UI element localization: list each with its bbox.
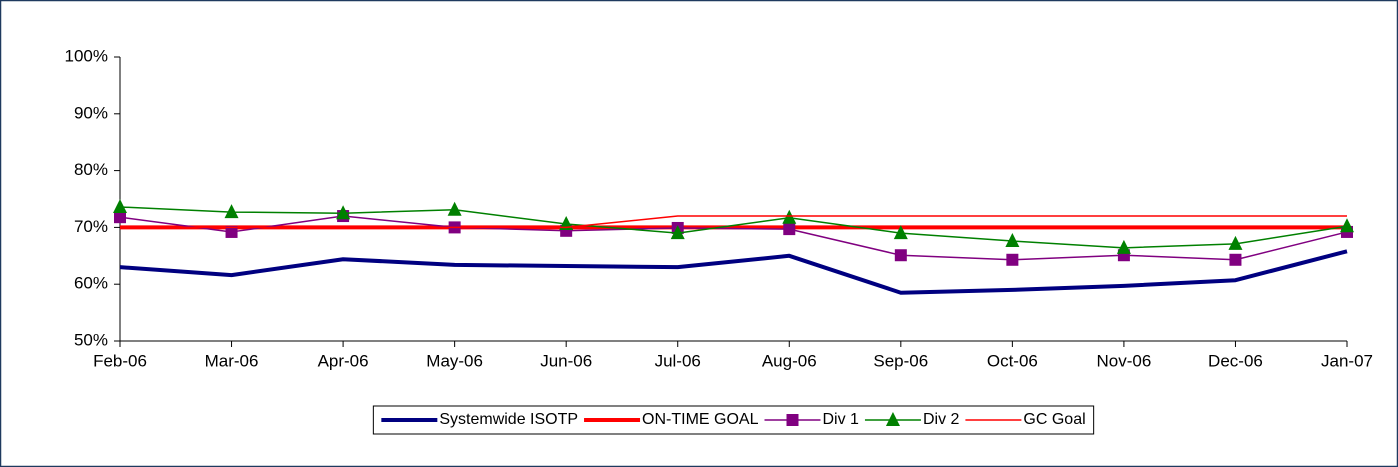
marker-triangle <box>1116 239 1131 254</box>
legend-item: ON-TIME GOAL <box>584 411 759 428</box>
x-tick-label: Aug-06 <box>762 351 817 370</box>
x-tick-label: May-06 <box>426 351 483 370</box>
y-tick-label: 100% <box>65 46 108 65</box>
x-tick-label: Mar-06 <box>205 351 259 370</box>
x-tick-label: Jan-07 <box>1321 351 1373 370</box>
legend-label: Systemwide ISOTP <box>439 411 578 428</box>
marker-square <box>114 211 126 224</box>
legend-label: ON-TIME GOAL <box>642 411 759 428</box>
marker-triangle <box>670 225 685 240</box>
marker-triangle <box>893 225 908 240</box>
legend-item: GC Goal <box>965 411 1086 428</box>
marker-triangle <box>1228 235 1243 250</box>
legend-item: Systemwide ISOTP <box>381 411 578 428</box>
y-tick-label: 60% <box>74 274 108 293</box>
x-tick-label: Apr-06 <box>318 351 369 370</box>
x-tick-label: Oct-06 <box>987 351 1038 370</box>
marker-square <box>783 223 796 236</box>
series-line <box>119 215 1348 261</box>
marker-triangle <box>224 204 239 219</box>
legend: Systemwide ISOTP ON-TIME GOAL Div 1 Div 2 GC… <box>372 405 1095 435</box>
marker-triangle <box>447 201 462 216</box>
marker-square <box>894 249 907 262</box>
legend-item: Div 1 <box>764 411 860 428</box>
legend-label: GC Goal <box>1023 411 1085 428</box>
marker-square <box>786 414 799 426</box>
marker-triangle <box>113 198 127 213</box>
marker-square <box>1229 253 1242 266</box>
series-line <box>119 249 1348 295</box>
marker-square <box>1006 253 1019 266</box>
marker-triangle <box>336 205 351 220</box>
y-tick-label: 70% <box>74 217 108 236</box>
series-line <box>120 215 1347 229</box>
x-tick-label: Jun-06 <box>540 351 592 370</box>
legend-item: Div 2 <box>864 411 960 428</box>
series-line <box>119 206 1348 249</box>
y-tick-label: 90% <box>74 103 108 122</box>
marker-triangle <box>1340 218 1354 233</box>
x-tick-label: Nov-06 <box>1097 351 1152 370</box>
marker-square <box>225 225 238 238</box>
x-tick-label: Feb-06 <box>93 351 147 370</box>
y-tick-label: 80% <box>74 160 108 179</box>
legend-label: Div 1 <box>823 411 860 428</box>
x-tick-label: Jul-06 <box>655 351 701 370</box>
y-tick-label: 50% <box>74 330 108 349</box>
x-tick-label: Sep-06 <box>873 351 928 370</box>
marker-triangle <box>885 412 900 426</box>
x-tick-label: Dec-06 <box>1208 351 1263 370</box>
marker-triangle <box>1005 233 1020 248</box>
legend-label: Div 2 <box>923 411 960 428</box>
